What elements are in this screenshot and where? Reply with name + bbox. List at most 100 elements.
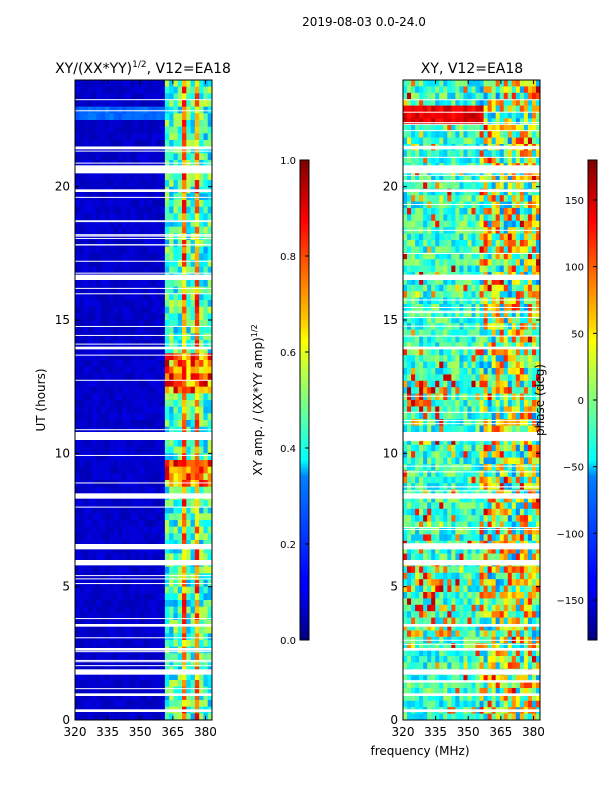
phase-heat-cell: [511, 112, 517, 119]
amp-heat-cell: [122, 440, 127, 448]
phase-heat-cell: [515, 252, 521, 260]
phase-heat-cell: [463, 412, 468, 420]
amp-heat-cell: [160, 313, 166, 321]
amp-heat-cell: [117, 220, 123, 228]
amp-heat-cell: [207, 146, 213, 154]
amp-heat-cell: [143, 526, 149, 534]
phase-heat-cell: [431, 124, 436, 132]
phase-heat-cell: [503, 233, 509, 241]
amp-heat-cell: [75, 260, 80, 268]
amp-heat-cell: [117, 626, 123, 634]
amp-flag-gap: [75, 624, 212, 627]
amp-heat-cell: [173, 680, 179, 688]
amp-heat-cell: [139, 233, 144, 241]
amp-heat-cell: [83, 506, 89, 514]
amp-heat-cell: [173, 613, 179, 621]
amp-heat-cell: [190, 506, 196, 514]
amp-heat-cell: [203, 653, 209, 661]
amp-heat-cell: [143, 633, 149, 641]
amp-heat-cell: [169, 173, 174, 181]
phase-heat-cell: [423, 412, 428, 420]
amp-heat-cell: [100, 400, 106, 408]
amp-heat-cell: [83, 393, 89, 401]
amp-heat-cell: [139, 466, 144, 474]
phase-heat-cell: [463, 355, 468, 363]
amp-heat-cell: [130, 600, 136, 608]
amp-heat-cell: [134, 200, 140, 208]
amp-heat-cell: [156, 566, 162, 574]
amp-heat-cell: [173, 293, 179, 301]
phase-heat-cell: [455, 368, 460, 375]
amp-heat-cell: [182, 266, 187, 274]
amp-heat-cell: [117, 600, 123, 608]
amp-heat-cell: [139, 120, 144, 128]
phase-heat-cell: [487, 387, 493, 395]
amp-heat-cell: [130, 506, 136, 514]
phase-heat-cell: [439, 124, 444, 132]
phase-heat-cell: [451, 342, 456, 350]
amp-heat-cell: [104, 613, 110, 621]
amp-heat-cell: [182, 100, 187, 108]
amp-heat-cell: [169, 440, 174, 448]
amp-heat-cell: [104, 246, 110, 254]
amp-heat-cell: [147, 586, 153, 594]
amp-heat-cell: [139, 533, 144, 541]
amp-heat-cell: [164, 640, 170, 648]
phase-heat-cell: [455, 86, 460, 94]
amp-heat-cell: [160, 480, 166, 488]
phase-heat-cell: [507, 355, 513, 363]
phase-heat-cell: [423, 406, 428, 414]
phase-heat-cell: [407, 156, 412, 164]
amp-heat-cell: [104, 593, 110, 601]
amp-heat-cell: [87, 413, 93, 421]
amp-heat-cell: [156, 553, 162, 561]
amp-heat-cell: [169, 713, 174, 721]
phase-heat-cell: [455, 374, 460, 382]
amp-heat-cell: [177, 220, 183, 228]
amp-heat-cell: [143, 673, 149, 681]
phase-heat-cell: [423, 105, 428, 113]
amp-heat-cell: [117, 133, 123, 141]
amp-heat-cell: [134, 526, 140, 534]
amp-heat-cell: [156, 86, 162, 94]
amp-heat-cell: [194, 680, 200, 688]
amp-heat-cell: [104, 413, 110, 421]
phase-heat-cell: [535, 265, 541, 273]
amp-heat-cell: [75, 226, 80, 234]
amp-heat-cell: [134, 680, 140, 688]
phase-heat-cell: [503, 240, 509, 247]
amp-heat-cell: [134, 140, 140, 148]
phase-heat-cell: [527, 137, 533, 145]
amp-heat-cell: [169, 640, 174, 648]
phase-heat-cell: [411, 137, 416, 145]
amp-heat-cell: [122, 240, 127, 248]
amp-heat-cell: [169, 120, 174, 128]
phase-heat-cell: [419, 348, 424, 356]
phase-heat-cell: [475, 105, 481, 113]
amp-heat-cell: [139, 680, 144, 688]
amp-heat-cell: [182, 346, 187, 354]
amp-heat-cell: [186, 86, 192, 94]
phase-heat-cell: [467, 368, 472, 375]
amp-heat-cell: [139, 320, 144, 328]
amp-heat-cell: [190, 413, 196, 421]
phase-heat-cell: [479, 297, 485, 305]
amp-heat-cell: [164, 486, 170, 494]
amp-heat-cell: [173, 253, 179, 261]
phase-heat-cell: [499, 336, 505, 343]
amp-heat-cell: [169, 413, 174, 421]
amp-heat-cell: [186, 460, 192, 468]
amp-heat-cell: [194, 286, 200, 294]
amp-heat-cell: [156, 626, 162, 634]
phase-heat-cell: [531, 86, 537, 94]
amp-heat-cell: [96, 133, 102, 141]
amp-heat-cell: [143, 686, 149, 694]
amp-heat-cell: [83, 713, 89, 721]
amp-heat-cell: [100, 506, 106, 514]
amp-heat-cell: [126, 713, 132, 721]
phase-heat-cell: [415, 380, 420, 388]
phase-heat-cell: [515, 342, 521, 350]
amp-heat-cell: [122, 633, 127, 641]
amp-heat-cell: [199, 206, 204, 214]
phase-heat-cell: [475, 124, 481, 132]
